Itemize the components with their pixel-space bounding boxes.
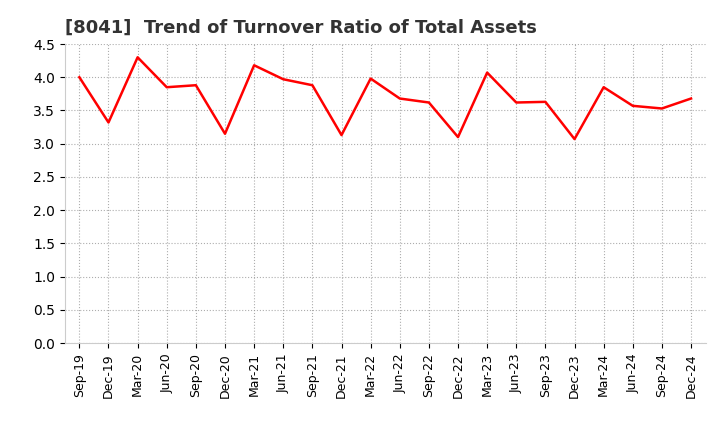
Text: [8041]  Trend of Turnover Ratio of Total Assets: [8041] Trend of Turnover Ratio of Total …	[65, 19, 536, 37]
